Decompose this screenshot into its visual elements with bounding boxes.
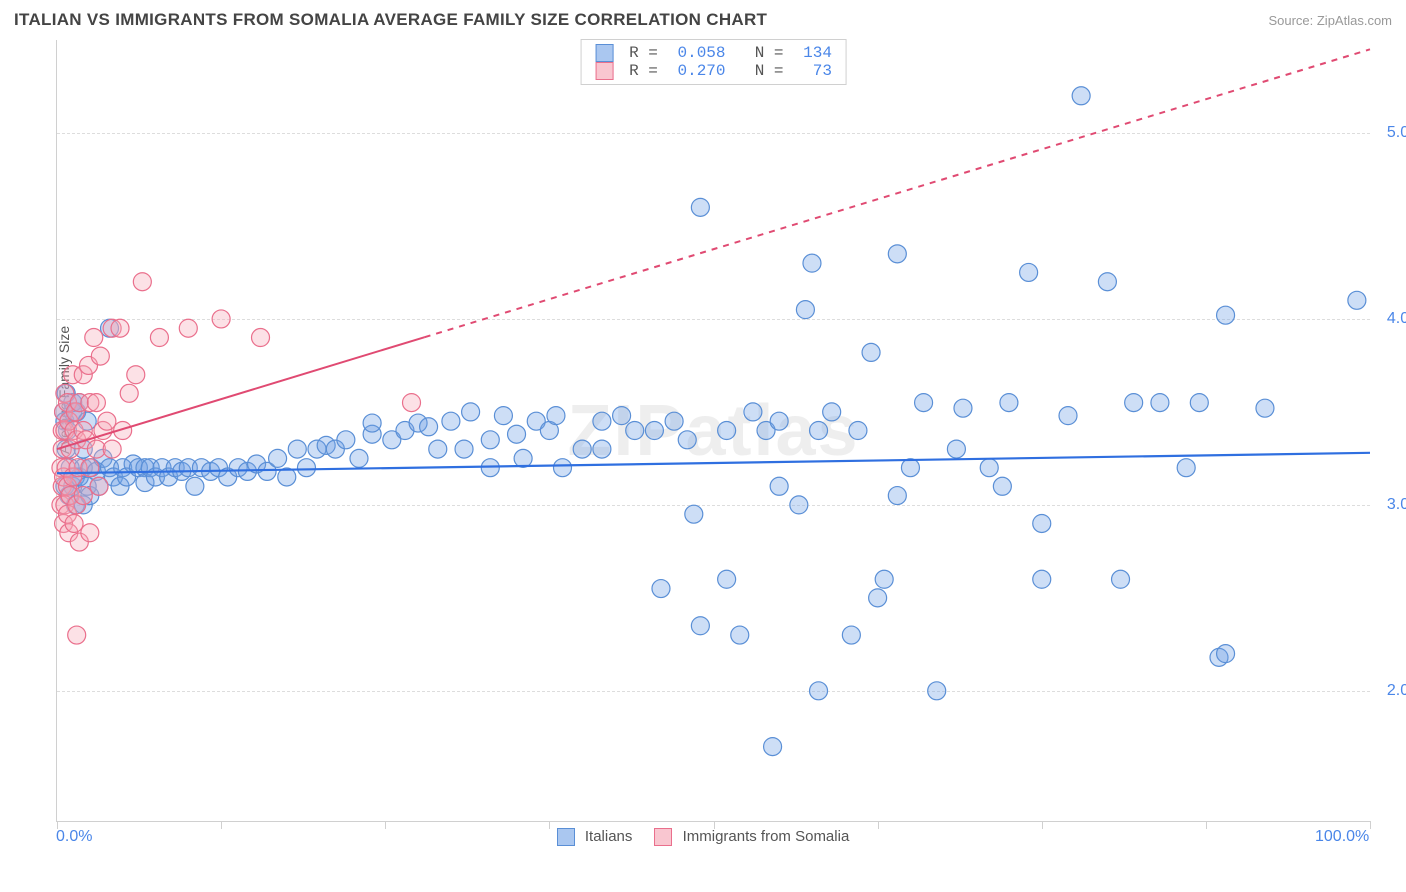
y-tick-label: 5.00 — [1385, 124, 1406, 142]
y-tick-label: 2.00 — [1385, 682, 1406, 700]
trend-line-dashed — [425, 49, 1370, 337]
r-value-somalia: 0.270 — [677, 62, 725, 80]
correlation-legend: R = 0.058 N = 134 R = 0.270 N = 73 — [580, 39, 847, 85]
swatch-italians — [595, 44, 613, 62]
chart-container: Average Family Size ZIPatlas R = 0.058 N… — [10, 40, 1396, 852]
legend-item-italians: Italians — [557, 828, 633, 846]
legend-row-italians: R = 0.058 N = 134 — [595, 44, 832, 62]
series-legend: Italians Immigrants from Somalia — [10, 828, 1396, 846]
legend-label-somalia: Immigrants from Somalia — [683, 828, 850, 845]
trend-line-solid — [57, 337, 425, 449]
trend-line-solid — [57, 453, 1370, 473]
swatch-somalia-icon — [654, 828, 672, 846]
n-value-italians: 134 — [803, 44, 832, 62]
legend-item-somalia: Immigrants from Somalia — [654, 828, 849, 846]
source-label: Source: ZipAtlas.com — [1268, 13, 1392, 28]
legend-label-italians: Italians — [585, 828, 633, 845]
legend-row-somalia: R = 0.270 N = 73 — [595, 62, 832, 80]
swatch-italians-icon — [557, 828, 575, 846]
swatch-somalia — [595, 62, 613, 80]
chart-title: ITALIAN VS IMMIGRANTS FROM SOMALIA AVERA… — [14, 10, 767, 30]
n-value-somalia: 73 — [813, 62, 832, 80]
y-tick-label: 3.00 — [1385, 496, 1406, 514]
plot-area: ZIPatlas R = 0.058 N = 134 R = 0.270 N =… — [56, 40, 1370, 822]
r-value-italians: 0.058 — [677, 44, 725, 62]
y-tick-label: 4.00 — [1385, 310, 1406, 328]
trend-lines — [57, 40, 1370, 821]
